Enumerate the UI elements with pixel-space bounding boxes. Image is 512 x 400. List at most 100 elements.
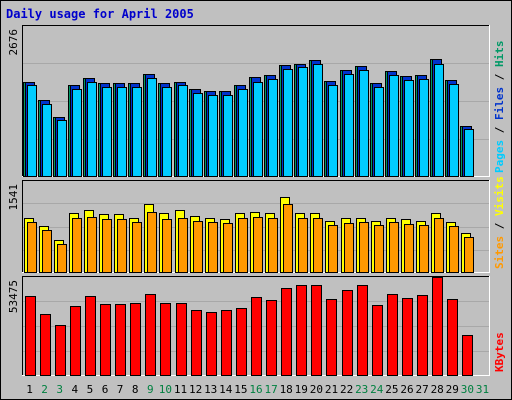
bar-sites-day-27 [419, 225, 429, 273]
xtick-day-25: 25 [385, 383, 398, 396]
bar-sites-day-14 [223, 223, 233, 273]
xtick-day-15: 15 [234, 383, 247, 396]
bar-sites-day-21 [328, 225, 338, 273]
bar-kbytes-day-17 [266, 300, 277, 376]
bar-pages-day-7 [117, 87, 127, 177]
xtick-day-20: 20 [310, 383, 323, 396]
xtick-day-1: 1 [26, 383, 33, 396]
bar-pages-day-10 [162, 87, 172, 177]
bar-pages-day-22 [344, 74, 354, 177]
xtick-day-4: 4 [71, 383, 78, 396]
xtick-day-3: 3 [56, 383, 63, 396]
bar-pages-day-16 [253, 82, 263, 177]
bar-sites-day-12 [193, 221, 203, 273]
bar-kbytes-day-10 [160, 303, 171, 376]
bar-sites-day-24 [374, 225, 384, 273]
bar-pages-day-12 [193, 93, 203, 177]
bar-sites-day-13 [208, 222, 218, 273]
xtick-day-28: 28 [431, 383, 444, 396]
chart-title: Daily usage for April 2005 [6, 7, 194, 21]
bar-sites-day-9 [147, 212, 157, 273]
panel-3-legend: KBytes [493, 332, 506, 372]
bar-kbytes-day-22 [342, 290, 353, 376]
bar-sites-day-23 [359, 222, 369, 273]
bar-kbytes-day-26 [402, 298, 413, 376]
bar-pages-day-28 [434, 64, 444, 177]
bar-pages-day-3 [57, 120, 67, 177]
bar-pages-day-29 [449, 84, 459, 177]
legend-sites: Sites [493, 236, 506, 269]
panel-1-ytick-label: 2676 [7, 29, 20, 56]
xtick-day-14: 14 [219, 383, 233, 396]
xtick-day-16: 16 [249, 383, 262, 396]
xtick-day-17: 17 [264, 383, 277, 396]
bar-kbytes-day-30 [462, 335, 473, 376]
bar-pages-day-18 [283, 69, 293, 177]
bar-pages-day-24 [374, 87, 384, 177]
bar-kbytes-day-5 [85, 296, 96, 376]
bar-pages-day-14 [223, 95, 233, 177]
bar-sites-day-15 [238, 218, 248, 273]
bar-pages-day-25 [389, 75, 399, 177]
bar-sites-day-26 [404, 224, 414, 273]
bar-kbytes-day-24 [372, 305, 383, 376]
bar-kbytes-day-15 [236, 308, 247, 376]
xtick-day-26: 26 [400, 383, 413, 396]
bar-kbytes-day-12 [191, 310, 202, 376]
bar-pages-day-6 [102, 87, 112, 177]
xtick-day-2: 2 [41, 383, 48, 396]
bar-kbytes-day-27 [417, 295, 428, 376]
legend-separator: / [493, 216, 506, 236]
legend-hits: Hits [493, 41, 506, 68]
bar-pages-day-2 [42, 104, 52, 177]
bar-sites-day-6 [102, 219, 112, 273]
bar-sites-day-22 [344, 223, 354, 273]
bar-kbytes-day-7 [115, 304, 126, 376]
bar-sites-day-8 [132, 222, 142, 273]
xtick-day-12: 12 [189, 383, 202, 396]
bar-pages-day-26 [404, 80, 414, 177]
bar-pages-day-11 [178, 85, 188, 177]
bar-kbytes-day-21 [326, 299, 337, 376]
bar-kbytes-day-14 [221, 310, 232, 376]
bar-kbytes-day-13 [206, 312, 217, 376]
bar-sites-day-19 [298, 218, 308, 273]
bar-pages-day-1 [27, 85, 37, 177]
bar-kbytes-day-16 [251, 297, 262, 376]
panel-3-ytick-label: 53475 [7, 280, 20, 313]
legend-visits: Visits [493, 176, 506, 216]
bar-kbytes-day-9 [145, 294, 156, 376]
bar-sites-day-1 [27, 222, 37, 273]
bar-sites-day-30 [464, 237, 474, 273]
bar-pages-day-27 [419, 79, 429, 177]
xtick-day-9: 9 [147, 383, 154, 396]
bar-pages-day-15 [238, 89, 248, 177]
bar-kbytes-day-11 [176, 303, 187, 376]
bar-pages-day-13 [208, 95, 218, 177]
bar-sites-day-3 [57, 244, 67, 273]
bar-kbytes-day-25 [387, 294, 398, 376]
bar-sites-day-2 [42, 230, 52, 273]
bar-sites-day-11 [178, 218, 188, 273]
bar-sites-day-28 [434, 218, 444, 273]
bar-pages-day-19 [298, 67, 308, 177]
panel-1-legend: Pages / Files / Hits [493, 41, 506, 174]
bar-pages-day-20 [313, 64, 323, 177]
xtick-day-11: 11 [174, 383, 187, 396]
bar-sites-day-10 [162, 219, 172, 273]
bar-kbytes-day-20 [311, 285, 322, 376]
bar-sites-day-18 [283, 204, 293, 273]
bar-kbytes-day-4 [70, 306, 81, 376]
legend-separator: / [493, 120, 506, 140]
legend-separator: / [493, 67, 506, 87]
xtick-day-6: 6 [102, 383, 109, 396]
legend-files: Files [493, 87, 506, 120]
panel-2-legend: Sites / Visits [493, 176, 506, 269]
bar-pages-day-21 [328, 85, 338, 177]
xtick-day-5: 5 [87, 383, 94, 396]
xtick-day-29: 29 [446, 383, 459, 396]
bar-sites-day-25 [389, 222, 399, 273]
xtick-day-10: 10 [159, 383, 172, 396]
bar-sites-day-20 [313, 218, 323, 273]
